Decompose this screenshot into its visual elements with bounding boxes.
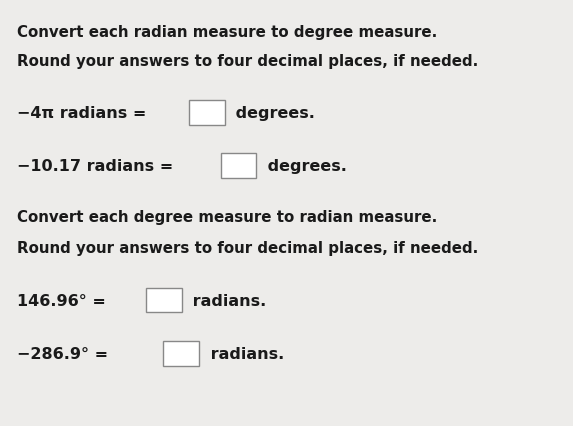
Text: −286.9° =: −286.9° = xyxy=(17,346,114,361)
Text: degrees.: degrees. xyxy=(262,158,347,174)
Text: radians.: radians. xyxy=(205,346,284,361)
Text: −4π radians =: −4π radians = xyxy=(17,105,152,121)
FancyBboxPatch shape xyxy=(189,101,225,125)
Text: radians.: radians. xyxy=(187,293,266,308)
Text: 146.96° =: 146.96° = xyxy=(17,293,112,308)
FancyBboxPatch shape xyxy=(163,341,199,366)
Text: Convert each degree measure to radian measure.: Convert each degree measure to radian me… xyxy=(17,210,437,225)
FancyBboxPatch shape xyxy=(146,288,182,313)
Text: −10.17 radians =: −10.17 radians = xyxy=(17,158,179,174)
Text: degrees.: degrees. xyxy=(230,105,315,121)
Text: Round your answers to four decimal places, if needed.: Round your answers to four decimal place… xyxy=(17,54,478,69)
Text: Round your answers to four decimal places, if needed.: Round your answers to four decimal place… xyxy=(17,240,478,256)
Text: Convert each radian measure to degree measure.: Convert each radian measure to degree me… xyxy=(17,24,437,40)
FancyBboxPatch shape xyxy=(221,154,256,178)
